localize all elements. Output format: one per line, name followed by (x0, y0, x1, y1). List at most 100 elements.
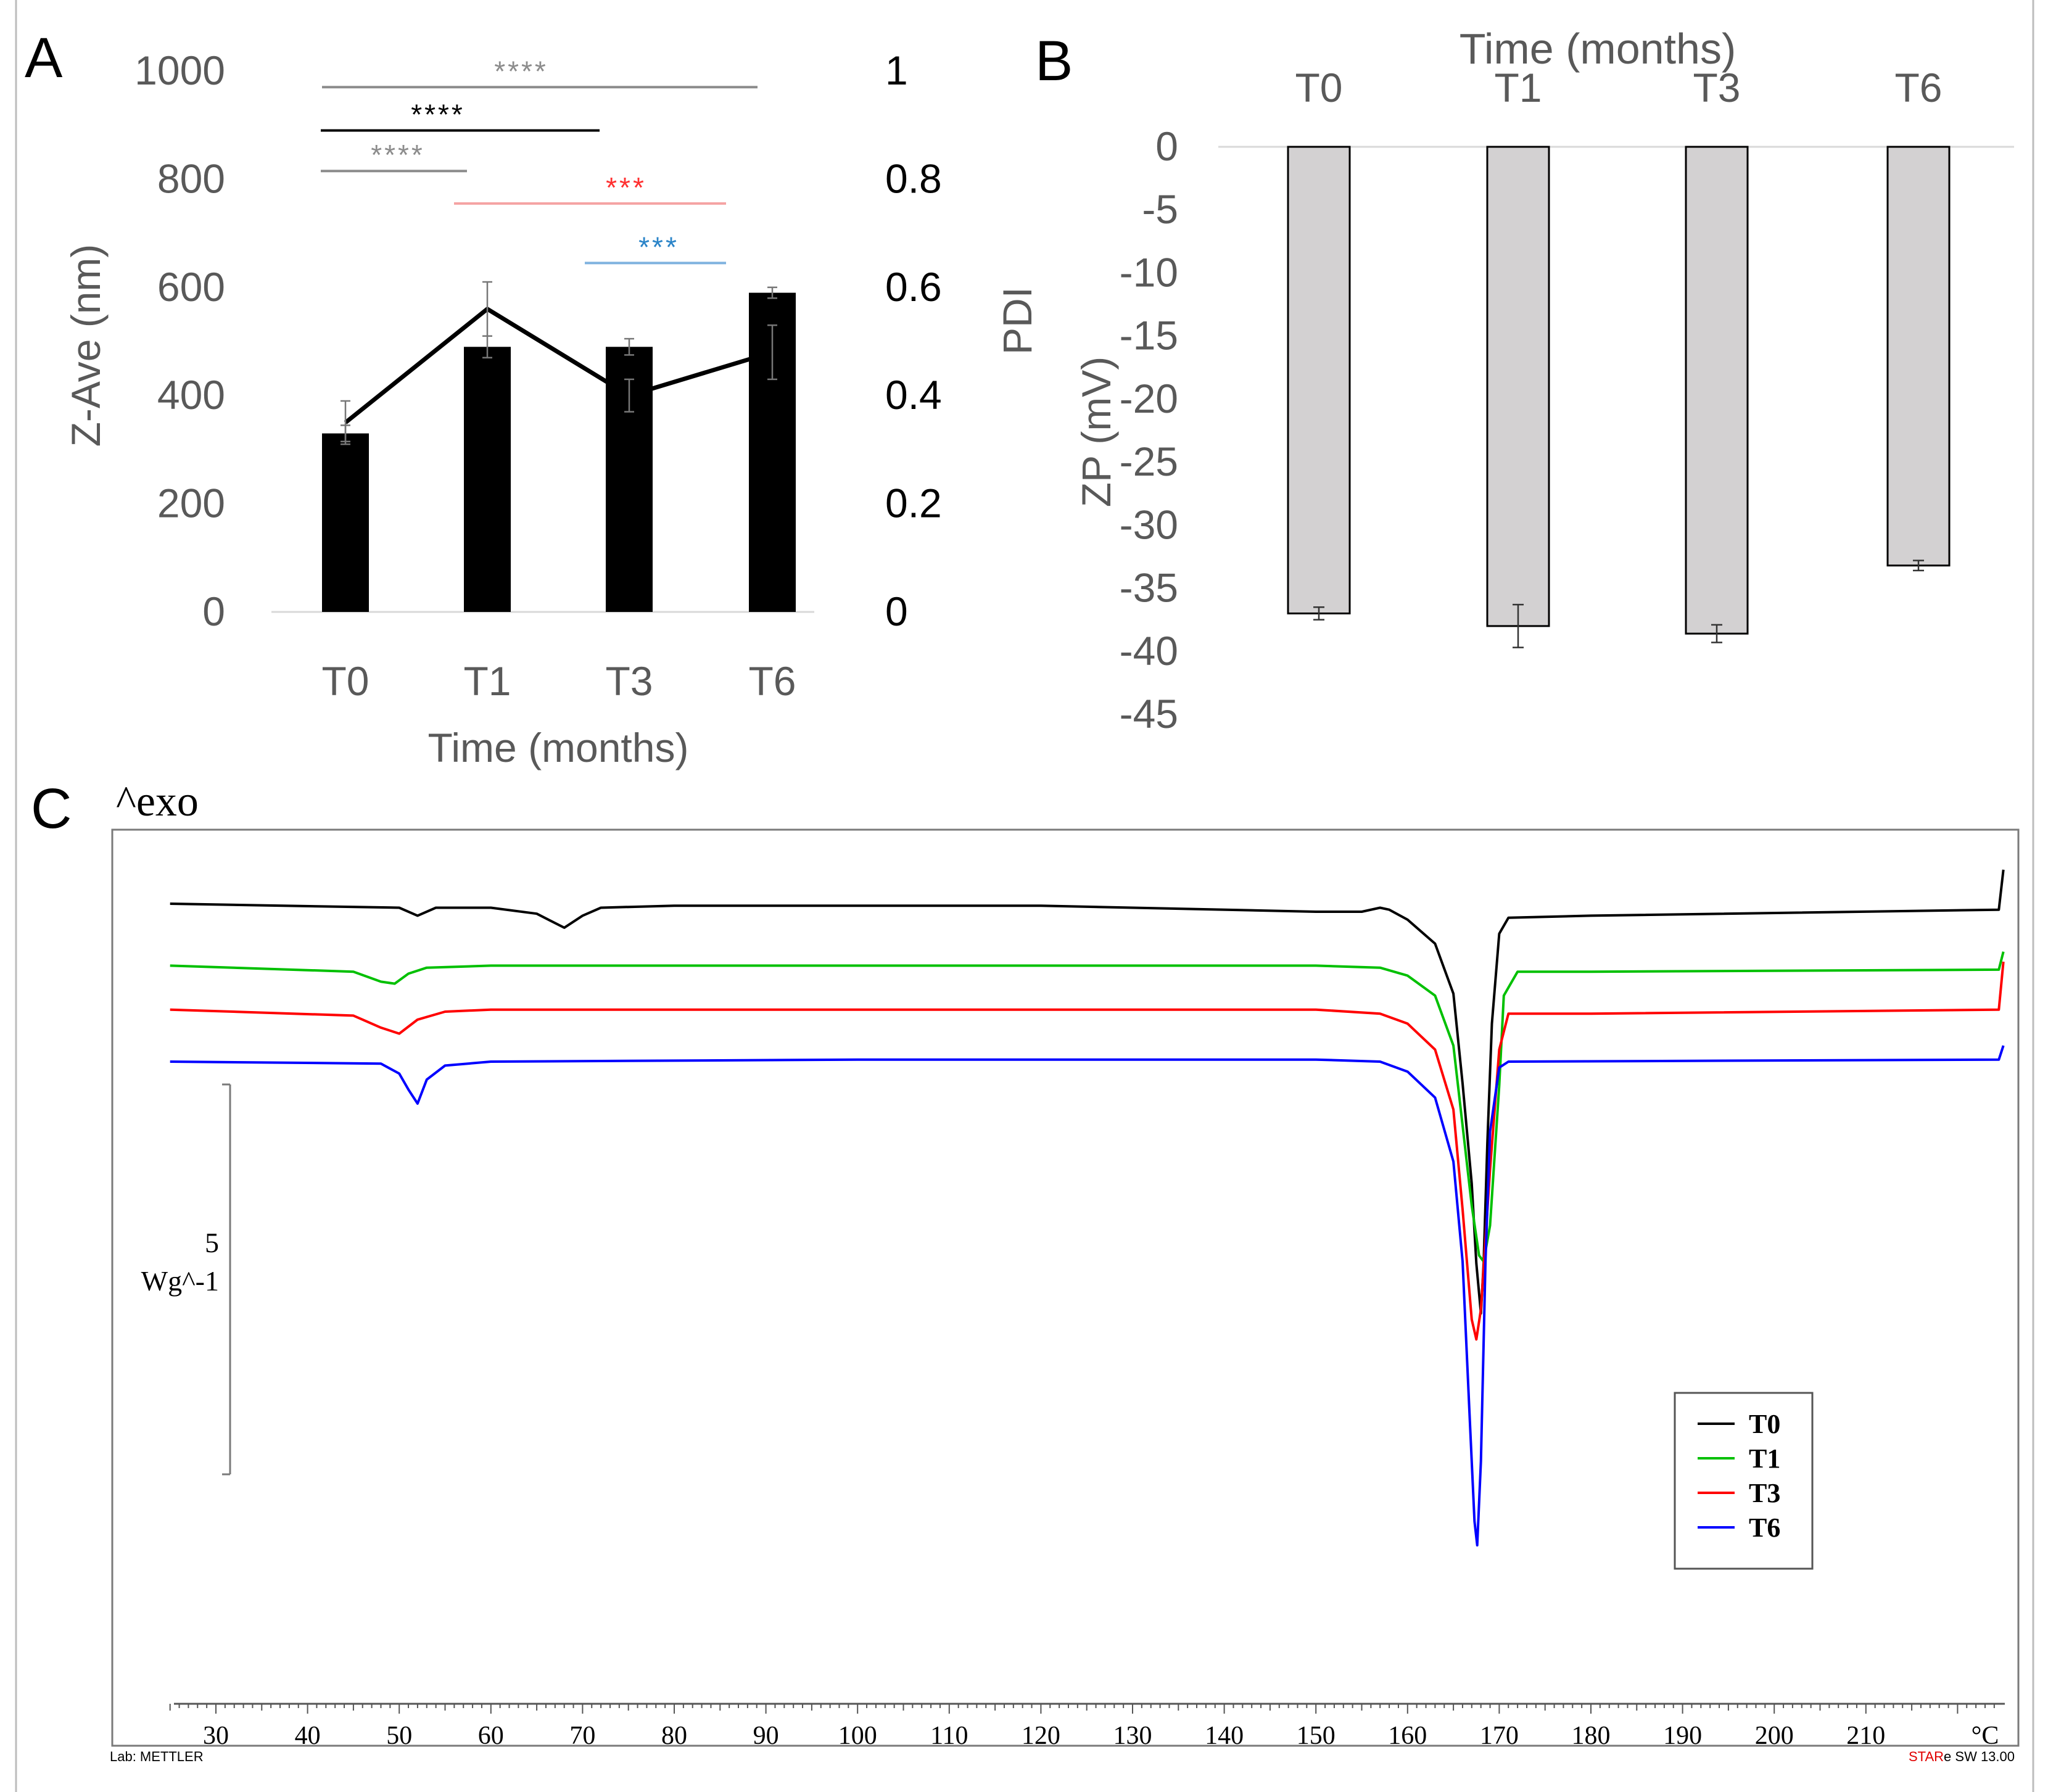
panel-label-b: B (1035, 30, 1073, 93)
pdi-tick-label: 0.4 (885, 372, 942, 418)
panel-a-y-axis-title: Z-Ave (nm) (63, 244, 109, 447)
panel-b-category-label: T0 (1295, 65, 1342, 110)
zp-bar (1886, 146, 1951, 567)
zp-tick-label: -15 (1120, 313, 1178, 358)
panel-b-category-label: T1 (1494, 65, 1542, 110)
x-axis-tick-label: 70 (569, 1722, 595, 1750)
panel-a-category-label: T6 (748, 658, 796, 704)
scale-bar: 5 Wg^-1 (141, 1083, 231, 1476)
panel-a-y2-axis-title: PDI (994, 287, 1040, 355)
zp-tick-label: -45 (1120, 691, 1178, 737)
significance-stars: **** (494, 55, 548, 87)
x-axis-tick-label: 90 (753, 1722, 779, 1750)
panel-a-category-label: T0 (321, 658, 369, 704)
legend-label-t6: T6 (1749, 1513, 1780, 1543)
footer-software-brand: STAR (1909, 1749, 1944, 1764)
zave-axis-ticks: 0 200 400 600 800 1000 (134, 47, 225, 634)
dsc-curves (170, 869, 2005, 1546)
dsc-curve-t6 (170, 1045, 2005, 1546)
panel-b-chart: Time (months) 0 -5 -10 -15 -20 -25 -30 -35 -40 -4… (1073, 25, 2014, 737)
panel-b-x-axis-title: Time (months) (1460, 25, 1736, 73)
footer-software-version: e SW 13.00 (1944, 1749, 2015, 1764)
significance-stars: *** (606, 171, 646, 204)
x-axis-tick-label: 150 (1297, 1722, 1336, 1750)
dsc-legend: T0 T1 T3 T6 (1674, 1392, 1814, 1570)
legend-label-t3: T3 (1749, 1478, 1780, 1508)
zave-tick-label: 600 (157, 264, 225, 310)
pdi-series (341, 281, 777, 445)
x-axis-tick-label: 50 (386, 1722, 412, 1750)
dsc-curve-t0 (170, 869, 2005, 1315)
zp-bar (1685, 146, 1749, 635)
zp-bar (1287, 146, 1351, 614)
panel-a-category-label: T1 (463, 658, 511, 704)
panel-b-category-label: T6 (1894, 65, 1942, 110)
pdi-tick-label: 0 (885, 588, 908, 634)
x-axis-tick-label: 40 (295, 1722, 321, 1750)
pdi-tick-label: 0.6 (885, 264, 942, 310)
x-axis-tick-label: 160 (1388, 1722, 1427, 1750)
zp-bars (1287, 146, 1951, 648)
x-axis-tick-label: 60 (478, 1722, 504, 1750)
zp-tick-label: -10 (1120, 249, 1178, 295)
panel-label-c: C (31, 777, 72, 840)
significance-brackets: ****************** (321, 55, 758, 265)
x-axis-tick-label: 120 (1022, 1722, 1060, 1750)
x-axis-tick-label: 210 (1846, 1722, 1885, 1750)
legend-label-t1: T1 (1749, 1443, 1780, 1474)
panel-a-category-labels: T0 T1 T3 T6 (321, 658, 796, 704)
footer-lab-label: Lab: METTLER (110, 1749, 204, 1764)
x-axis-tick-label: 130 (1113, 1722, 1152, 1750)
panel-c-dsc-chart: ^exo 30 40 50 60 70 80 90 100 110 120 130 140 150 160… (110, 778, 2020, 1764)
zave-tick-label: 1000 (134, 47, 225, 93)
dsc-curve-t3 (170, 961, 2005, 1341)
x-axis-tick-label: 30 (203, 1722, 229, 1750)
pdi-axis-ticks: 0 0.2 0.4 0.6 0.8 1 (885, 47, 942, 634)
scale-bar-value: 5 (205, 1227, 219, 1258)
x-axis-tick-label: 110 (930, 1722, 968, 1750)
x-axis-unit-label: °C (1972, 1722, 1999, 1750)
significance-stars: **** (411, 98, 465, 130)
dsc-curve-t1 (170, 951, 2005, 1263)
zp-bar (1486, 146, 1550, 627)
zave-bars (322, 286, 796, 612)
pdi-tick-label: 0.2 (885, 481, 942, 526)
pdi-tick-label: 0.8 (885, 155, 942, 201)
zp-tick-label: -5 (1142, 186, 1178, 232)
x-axis-tick-label: 140 (1205, 1722, 1244, 1750)
significance-stars: *** (638, 231, 679, 263)
x-axis-tick-label: 100 (838, 1722, 877, 1750)
zp-axis-ticks: 0 -5 -10 -15 -20 -25 -30 -35 -40 -45 (1120, 123, 1178, 737)
x-axis-tick-label: 80 (661, 1722, 687, 1750)
x-axis-tick-label: 190 (1663, 1722, 1702, 1750)
zave-bar (464, 347, 511, 612)
x-axis-tick-label: 180 (1572, 1722, 1611, 1750)
significance-stars: **** (371, 139, 425, 171)
panel-c-plot-frame (111, 828, 2020, 1747)
footer-software-label: STARe SW 13.00 (1909, 1749, 2015, 1764)
zave-tick-label: 0 (202, 588, 225, 634)
zave-tick-label: 200 (157, 481, 225, 526)
panel-b-category-labels: T0 T1 T3 T6 (1295, 65, 1942, 110)
scale-bar-unit: Wg^-1 (141, 1265, 219, 1297)
zp-tick-label: -30 (1120, 502, 1178, 547)
pdi-tick-label: 1 (885, 47, 908, 93)
zave-tick-label: 800 (157, 155, 225, 201)
zp-tick-label: -35 (1120, 565, 1178, 611)
panel-b-y-axis-title: ZP (mV) (1073, 357, 1119, 507)
legend-box (1674, 1392, 1814, 1570)
x-axis-tick-label: 170 (1480, 1722, 1519, 1750)
zp-tick-label: -40 (1120, 628, 1178, 674)
x-axis-tick-label: 200 (1755, 1722, 1794, 1750)
zave-bar (322, 433, 369, 612)
zp-tick-label: -20 (1120, 376, 1178, 421)
panel-c-x-axis: 30 40 50 60 70 80 90 100 110 120 130 140 150 160 170 18… (169, 1703, 2005, 1750)
panel-c-exo-label: ^exo (116, 778, 199, 825)
panel-b-category-label: T3 (1693, 65, 1740, 110)
zp-tick-label: 0 (1155, 123, 1178, 169)
panel-label-a: A (25, 27, 63, 89)
legend-label-t0: T0 (1749, 1409, 1780, 1439)
pdi-line (344, 307, 774, 424)
